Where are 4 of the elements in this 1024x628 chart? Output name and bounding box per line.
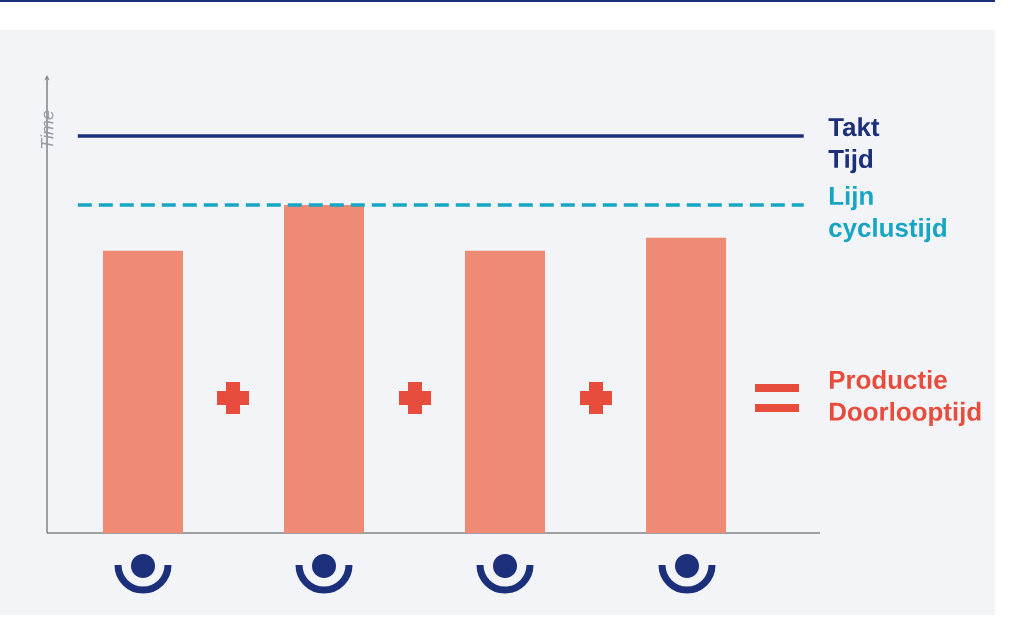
ref-line-label: Lijn cyclustijd (829, 186, 946, 243)
y-axis-title: Time (40, 110, 54, 149)
text: Productie Doorlooptijd (829, 369, 981, 426)
ref-line-label: Takt Tijd (828, 117, 880, 174)
